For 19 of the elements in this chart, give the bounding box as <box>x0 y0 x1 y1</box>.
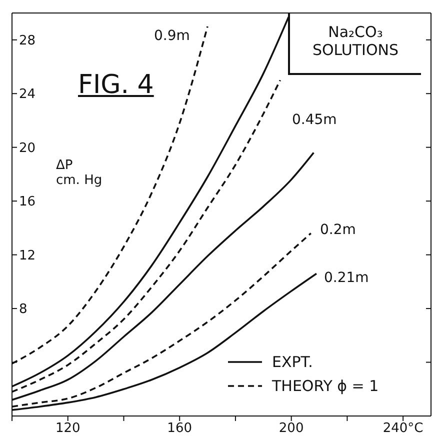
annotation: 0.2m <box>320 222 356 238</box>
annotation: 0.9m <box>154 28 190 44</box>
x-tick-label: 240°C <box>382 421 424 436</box>
annotation: THEORY ϕ = 1 <box>272 377 379 395</box>
x-tick-label: 200 <box>278 421 304 436</box>
annotation: 0.45m <box>292 112 337 128</box>
y-tick-label: 20 <box>19 140 36 156</box>
y-axis-title: ΔP cm. Hg <box>56 158 102 188</box>
text: FIG. 4 <box>78 70 154 100</box>
label-frame: Na₂CO₃ SOLUTIONS <box>288 13 421 75</box>
y-tick-label: 28 <box>19 33 36 48</box>
y-tick-label: 8 <box>19 302 28 318</box>
x-tick-label: 120 <box>55 421 80 436</box>
y-tick-label: 24 <box>19 87 36 102</box>
y-tick-label: 16 <box>19 194 36 210</box>
annotation: 0.21m <box>324 270 369 286</box>
annotation: EXPT. <box>272 353 313 371</box>
y-tick-label: 12 <box>19 248 36 264</box>
x-tick-label: 160 <box>167 421 192 436</box>
